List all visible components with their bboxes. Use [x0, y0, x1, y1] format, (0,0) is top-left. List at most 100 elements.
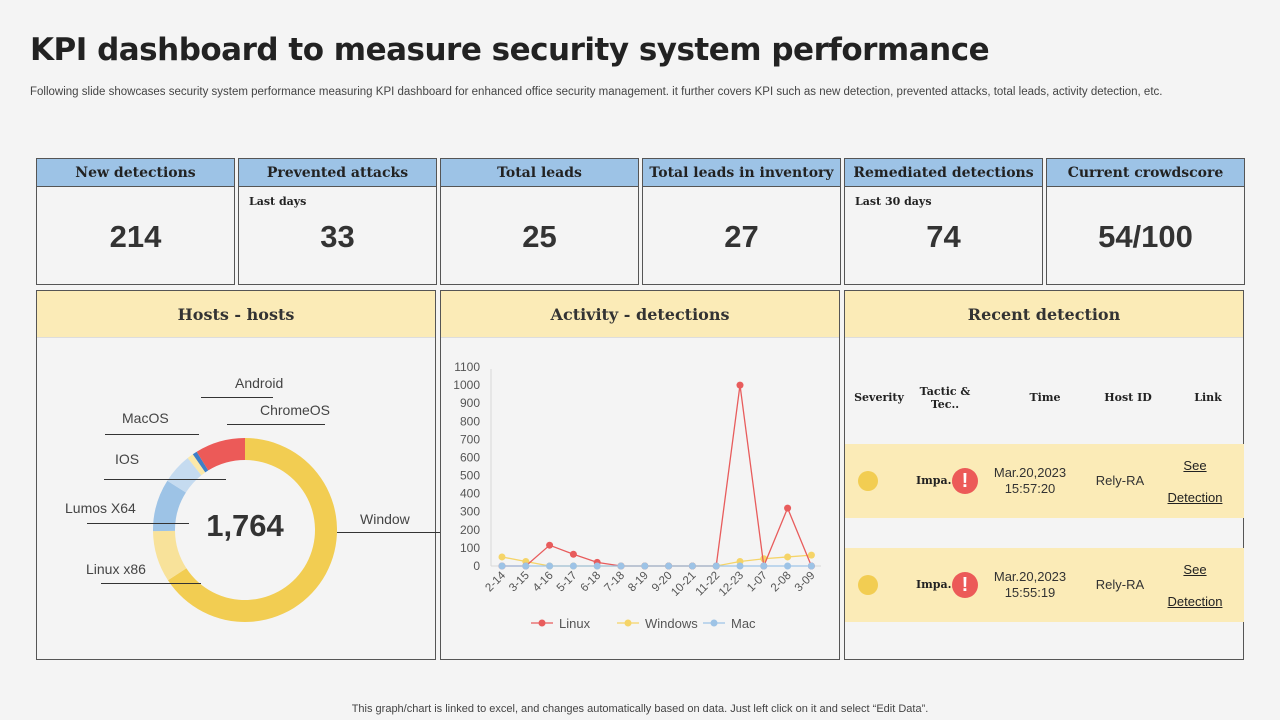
see-detection-link[interactable]: See	[1183, 562, 1207, 577]
host-id: Rely-RA	[1095, 577, 1145, 592]
leader-line	[87, 523, 189, 524]
donut-label: Android	[235, 375, 284, 391]
x-tick-label: 7-18	[602, 570, 627, 595]
x-tick-label: 10-21	[669, 570, 698, 599]
y-tick-label: 500	[460, 469, 480, 483]
donut-slice-linux-x86	[153, 530, 187, 581]
data-point-windows	[784, 553, 792, 561]
alert-icon: !	[952, 468, 978, 494]
data-point-mac	[498, 562, 506, 570]
donut-label: MacOS	[122, 410, 169, 426]
kpi-value: 27	[724, 219, 759, 254]
donut-label: Window	[360, 511, 410, 527]
col-link: Link	[1194, 391, 1222, 404]
donut-slice-android	[192, 451, 209, 473]
x-tick-label: 2-08	[769, 570, 794, 595]
x-tick-label: 6-18	[579, 570, 604, 595]
see-detection-link[interactable]: See	[1183, 458, 1207, 473]
detection-row[interactable]: Impa.. ! Mar.20,2023 15:57:20 Rely-RA Se…	[845, 444, 1244, 518]
tactic: Impa..	[916, 474, 956, 487]
see-detection-link[interactable]: Detection	[1167, 490, 1223, 505]
legend-label: Windows	[645, 616, 698, 631]
kpi-sublabel: Last days	[249, 195, 307, 208]
data-point-mac	[641, 562, 649, 570]
legend-marker	[710, 619, 718, 627]
data-point-mac	[569, 562, 577, 570]
col-severity: Severity	[854, 391, 904, 404]
hosts-panel: Hosts - hosts Window Linux x86 Lumos X64 IO…	[36, 290, 713, 660]
data-point-mac	[522, 562, 530, 570]
donut-slice-chromeos	[196, 438, 245, 471]
x-tick-label: 11-22	[694, 570, 723, 599]
leader-line	[101, 583, 201, 584]
footer-note: This graph/chart is linked to excel, and…	[351, 703, 929, 715]
kpi-card: Total leads in inventory 27	[642, 158, 841, 285]
data-point-linux	[736, 381, 744, 389]
data-point-mac	[593, 562, 601, 570]
activity-title: Activity - detections	[441, 291, 839, 338]
col-tactic: Tactic & Tec..	[919, 385, 971, 411]
kpi-value: 214	[109, 219, 162, 254]
detection-time: 15:57:20	[1004, 481, 1056, 496]
data-point-mac	[784, 562, 792, 570]
leader-line	[201, 397, 273, 398]
recent-title: Recent detection	[845, 291, 1243, 338]
y-tick-label: 1000	[453, 378, 480, 392]
recent-detection-panel: Recent detection Severity Tactic & Tec..…	[844, 290, 1244, 660]
kpi-label: New detections	[37, 159, 234, 187]
kpi-value: 54/100	[1098, 219, 1193, 254]
data-point-linux	[546, 541, 554, 549]
legend-marker	[624, 619, 632, 627]
legend-marker	[538, 619, 546, 627]
data-point-mac	[546, 562, 554, 570]
detection-row[interactable]: Impa.. ! Mar.20,2023 15:55:19 Rely-RA Se…	[845, 548, 1244, 622]
donut-slice-lumos-x64	[153, 480, 186, 532]
severity-dot	[858, 575, 878, 595]
kpi-sublabel: Last 30 days	[855, 195, 932, 208]
x-tick-label: 5-17	[555, 570, 580, 595]
col-host-id: Host ID	[1104, 391, 1152, 404]
data-point-mac	[665, 562, 673, 570]
x-tick-label: 3-15	[507, 570, 532, 595]
kpi-label: Remediated detections	[845, 159, 1042, 187]
kpi-card: New detections 214	[36, 158, 235, 285]
kpi-card: Current crowdscore 54/100	[1046, 158, 1245, 285]
see-detection-link[interactable]: Detection	[1167, 594, 1223, 609]
kpi-label: Prevented attacks	[239, 159, 436, 187]
data-point-mac	[736, 562, 744, 570]
x-tick-label: 3-09	[793, 570, 818, 595]
data-point-windows	[807, 551, 815, 559]
col-time: Time	[1029, 391, 1061, 404]
data-point-linux	[784, 504, 792, 512]
y-tick-label: 1100	[454, 360, 480, 374]
data-point-mac	[688, 562, 696, 570]
data-point-windows	[498, 553, 506, 561]
activity-line-chart[interactable]: 0 100 200 300 400 500 600 700 800 900 1000 1100 2-14…	[441, 339, 839, 660]
kpi-label: Total leads in inventory	[643, 159, 840, 187]
y-tick-label: 300	[460, 505, 480, 519]
x-tick-label: 8-19	[626, 570, 651, 595]
data-point-mac	[712, 562, 720, 570]
kpi-card: Remediated detections Last 30 days 74	[844, 158, 1043, 285]
y-tick-label: 900	[460, 396, 480, 410]
hosts-total: 1,764	[206, 508, 284, 543]
kpi-label: Current crowdscore	[1047, 159, 1244, 187]
hosts-title: Hosts - hosts	[37, 291, 435, 338]
data-point-mac	[760, 562, 768, 570]
page-title: KPI dashboard to measure security system…	[30, 32, 990, 68]
host-id: Rely-RA	[1095, 473, 1145, 488]
y-tick-label: 100	[460, 541, 480, 555]
hosts-donut-chart[interactable]	[37, 339, 435, 660]
donut-label: ChromeOS	[260, 402, 331, 418]
y-tick-label: 700	[460, 432, 480, 446]
y-tick-label: 200	[460, 523, 480, 537]
y-tick-label: 600	[460, 450, 480, 464]
data-point-mac	[617, 562, 625, 570]
donut-slice-ios	[167, 458, 202, 493]
series-line-linux	[502, 385, 813, 569]
y-tick-label: 800	[460, 414, 480, 428]
page-subtitle: Following slide showcases security syste…	[30, 86, 1163, 98]
detection-date: Mar.20,2023	[993, 465, 1067, 480]
kpi-card: Total leads 25	[440, 158, 639, 285]
leader-line	[227, 424, 325, 425]
